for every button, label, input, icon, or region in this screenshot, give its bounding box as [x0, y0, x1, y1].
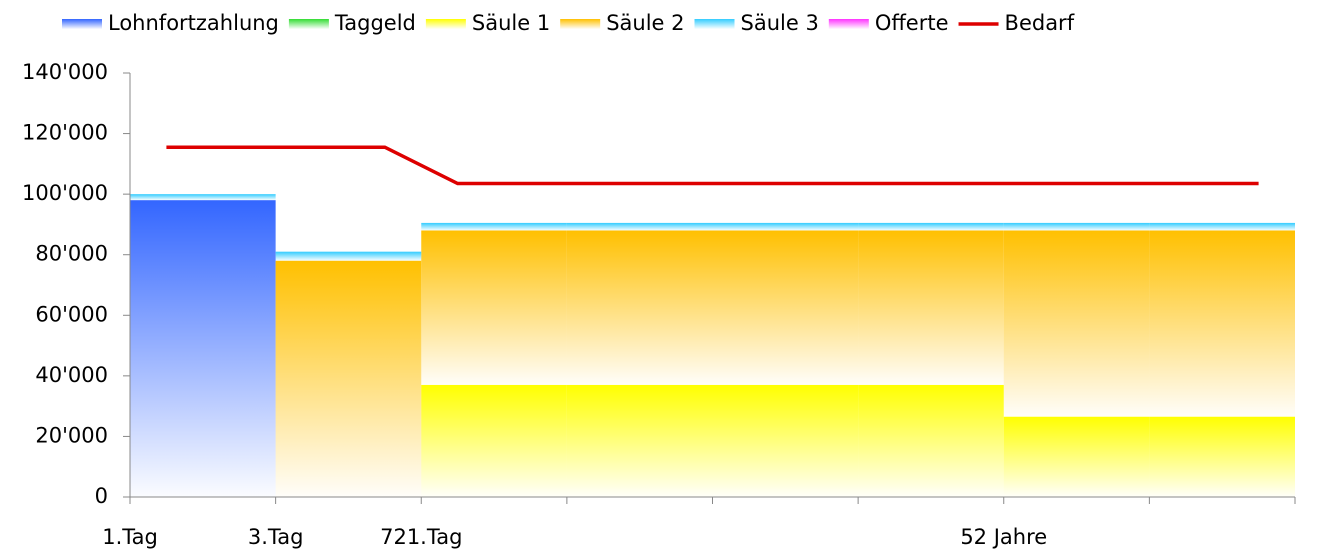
legend-swatch	[560, 19, 601, 29]
x-tick-label: 721.Tag	[380, 525, 462, 549]
legend-swatch	[828, 19, 869, 29]
y-tick-label: 60'000	[35, 302, 108, 326]
legend-label: Säule 1	[472, 11, 550, 35]
bar-segment	[421, 222, 567, 231]
bar-segment	[275, 251, 422, 261]
bar-segment	[1149, 230, 1295, 417]
bar-segment	[712, 384, 859, 497]
x-tick-label: 3.Tag	[248, 525, 304, 549]
legend-swatch	[425, 19, 466, 29]
legend-label: Offerte	[875, 11, 949, 35]
y-tick-label: 0	[95, 484, 108, 508]
bar-segment	[130, 194, 276, 201]
line-series	[166, 145, 1259, 186]
x-tick-label: 52 Jahre	[960, 525, 1047, 549]
bar-segment	[712, 230, 859, 385]
bar-segment	[1003, 230, 1150, 417]
legend-label: Taggeld	[334, 11, 416, 35]
legend-label: Lohnfortzahlung	[108, 11, 279, 35]
bar-segment	[1003, 222, 1150, 231]
bar-segment	[275, 260, 422, 497]
y-tick-label: 20'000	[35, 423, 108, 447]
bar-segment	[1003, 416, 1150, 497]
bar-segment	[566, 230, 713, 385]
legend-label: Säule 2	[606, 11, 684, 35]
bar-segment	[712, 222, 859, 231]
y-tick-label: 40'000	[35, 363, 108, 387]
legend-label: Bedarf	[1005, 11, 1075, 35]
legend-swatch	[694, 19, 735, 29]
legend-swatch	[62, 19, 102, 29]
bar-segment	[130, 200, 276, 497]
bar-segment	[421, 384, 567, 497]
legend-label: Säule 3	[741, 11, 819, 35]
bar-segment	[858, 230, 1004, 385]
bar-segment	[858, 222, 1004, 231]
bar-segment	[1149, 416, 1295, 497]
bar-segment	[566, 222, 713, 231]
x-tick-label: 1.Tag	[102, 525, 158, 549]
y-tick-label: 80'000	[35, 242, 108, 266]
bar-segment	[1149, 222, 1295, 231]
bar-segment	[858, 384, 1004, 497]
bar-segment	[566, 384, 713, 497]
legend-swatch	[288, 19, 329, 29]
y-tick-label: 140'000	[22, 60, 108, 84]
bar-segment	[421, 230, 567, 385]
y-tick-label: 100'000	[22, 181, 108, 205]
y-tick-label: 120'000	[22, 121, 108, 145]
